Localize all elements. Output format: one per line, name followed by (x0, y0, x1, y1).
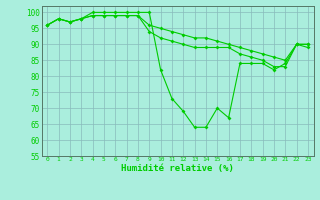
X-axis label: Humidité relative (%): Humidité relative (%) (121, 164, 234, 173)
